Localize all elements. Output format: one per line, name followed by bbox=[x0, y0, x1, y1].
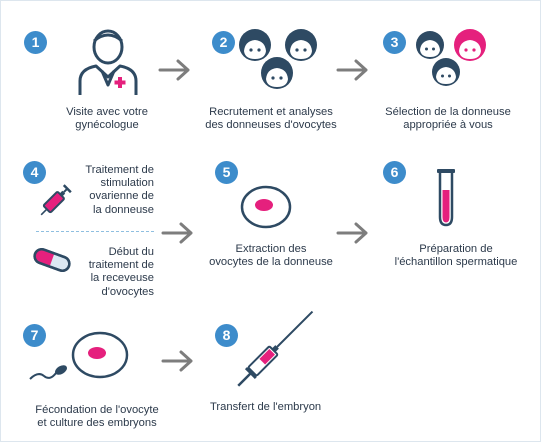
step-6-badge: 6 bbox=[383, 161, 406, 184]
arrow-icon bbox=[162, 350, 194, 372]
step-1-label: Visite avec votre gynécologue bbox=[52, 106, 162, 132]
pill-icon bbox=[30, 245, 74, 275]
fertilization-icon bbox=[28, 327, 138, 387]
step-3-badge: 3 bbox=[383, 31, 406, 54]
donor-faces-icon bbox=[235, 25, 335, 95]
arrow-icon bbox=[162, 222, 194, 244]
step-1-badge: 1 bbox=[24, 31, 47, 54]
step-5-badge: 5 bbox=[215, 161, 238, 184]
arrow-icon bbox=[337, 222, 369, 244]
step-7-label: Fécondation de l'ovocyte et culture des e… bbox=[22, 404, 172, 430]
step-6-label: Préparation de l'échantillon spermatique bbox=[381, 243, 531, 269]
oocyte-icon bbox=[238, 183, 294, 231]
step-5-label: Extraction des ovocytes de la donneuse bbox=[196, 243, 346, 269]
step-4b-label: Début du traitement de la receveuse d'ovoc… bbox=[70, 246, 154, 299]
step-4a-label: Traitement de stimulation ovarienne de la … bbox=[70, 164, 154, 217]
divider bbox=[36, 231, 154, 232]
step-8-label: Transfert de l'embryon bbox=[210, 401, 370, 414]
step-2-label: Recrutement et analyses des donneuses d'o… bbox=[196, 106, 346, 132]
step-2-badge: 2 bbox=[212, 31, 235, 54]
doctor-icon bbox=[68, 25, 148, 105]
test-tube-icon bbox=[434, 168, 458, 228]
selected-donor-icon bbox=[410, 25, 510, 95]
embryo-transfer-syringe-icon bbox=[230, 309, 320, 389]
step-3-label: Sélection de la donneuse appropriée à vou… bbox=[373, 106, 523, 132]
arrow-icon bbox=[337, 59, 369, 81]
arrow-icon bbox=[159, 59, 191, 81]
